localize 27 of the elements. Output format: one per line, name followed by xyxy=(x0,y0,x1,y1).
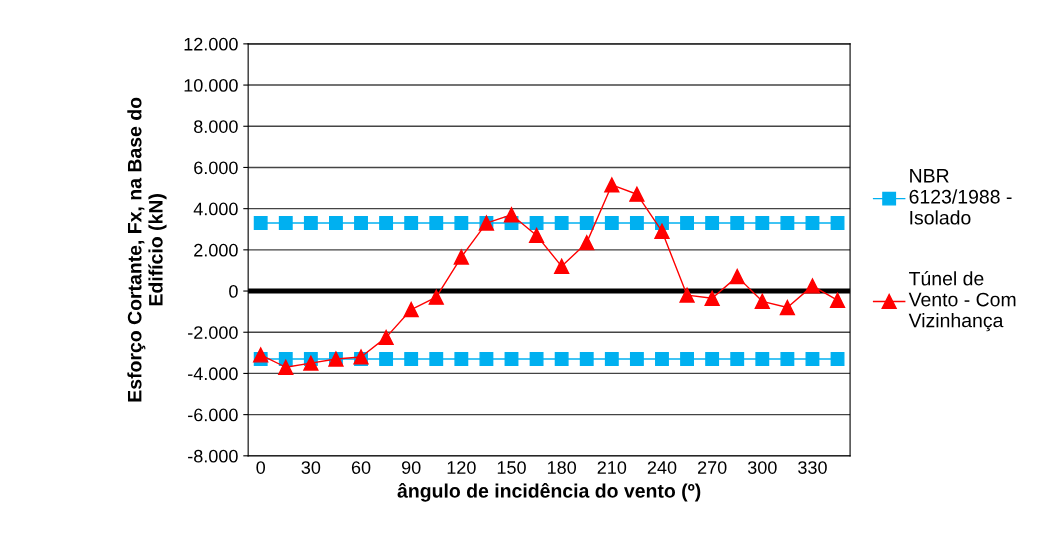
y-tick-label: 4.000 xyxy=(193,202,238,216)
y-tick-label: -2.000 xyxy=(188,326,238,339)
y-tick-label: 2.000 xyxy=(194,243,238,257)
y-tick-label: 0 xyxy=(229,284,238,298)
x-tick-label: 60 xyxy=(351,461,371,474)
legend-label: NBR 6123/1988 - Isolado xyxy=(909,169,1012,225)
y-tick-label: 12.000 xyxy=(184,37,238,51)
x-tick-label: 180 xyxy=(547,461,577,474)
x-tick-label: 210 xyxy=(597,461,627,474)
y-tick-label: 6.000 xyxy=(194,161,238,175)
y-tick-label: -6.000 xyxy=(188,408,238,422)
y-tick-label: -8.000 xyxy=(188,449,238,463)
x-tick-label: 240 xyxy=(647,461,677,474)
x-tick-label: 120 xyxy=(447,461,476,474)
x-tick-label: 30 xyxy=(301,461,321,474)
x-tick-label: 270 xyxy=(697,461,727,474)
legend-label: Túnel de Vento - Com Vizinhança xyxy=(908,270,1016,332)
x-tick-label: 0 xyxy=(256,461,266,474)
x-tick-label: 90 xyxy=(401,461,421,474)
y-axis-title: Esforço Cortante, Fx, na Base do Edifício (kN) xyxy=(127,97,167,402)
x-tick-label: 150 xyxy=(497,461,526,474)
y-tick-label: -4.000 xyxy=(188,367,238,381)
y-tick-label: 8.000 xyxy=(194,120,238,133)
x-axis-title: ângulo de incidência do vento (º) xyxy=(397,483,701,502)
x-tick-label: 330 xyxy=(798,461,827,474)
x-tick-label: 300 xyxy=(747,461,777,474)
y-tick-label: 10.000 xyxy=(184,79,238,92)
